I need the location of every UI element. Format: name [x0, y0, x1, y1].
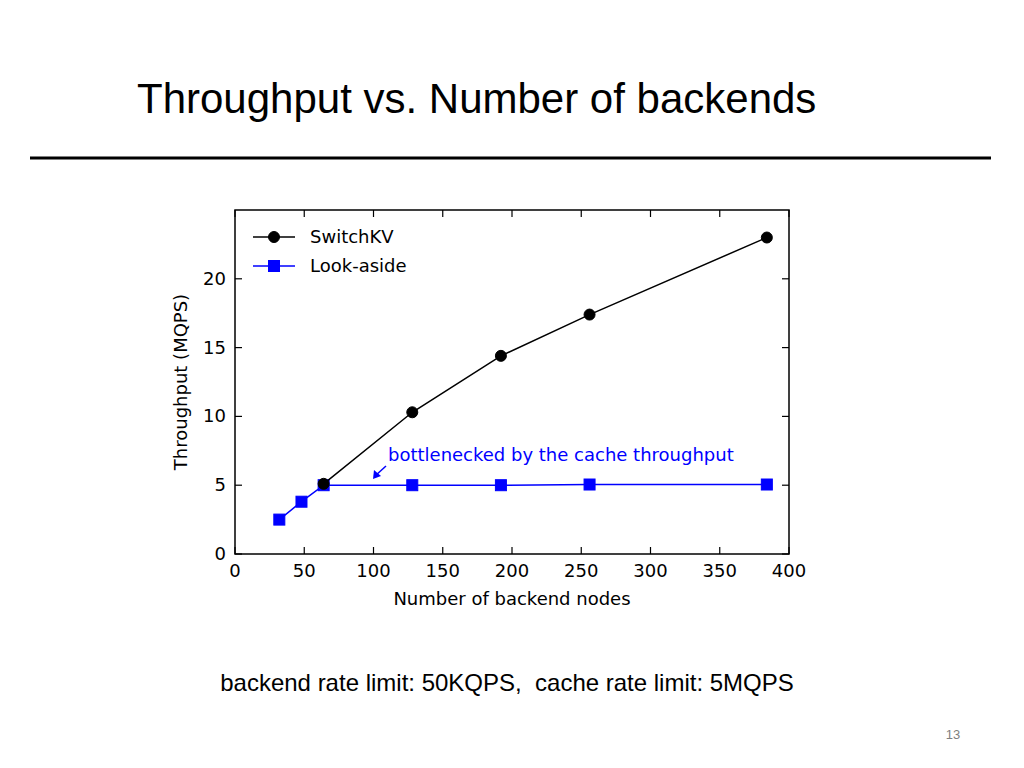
- y-tick-label: 5: [215, 474, 226, 495]
- x-tick-label: 50: [293, 560, 316, 581]
- x-tick: [719, 547, 720, 554]
- x-tick-label: 350: [703, 560, 737, 581]
- x-tick: [442, 547, 443, 554]
- slide: Throughput vs. Number of backends0501001…: [0, 0, 1024, 768]
- x-tick-label: 0: [229, 560, 240, 581]
- data-point: [318, 478, 329, 489]
- x-tick-top: [442, 210, 443, 217]
- y-tick-right: [782, 416, 789, 417]
- x-tick-top: [511, 210, 512, 217]
- y-tick-label: 15: [203, 337, 226, 358]
- x-tick-top: [650, 210, 651, 217]
- x-tick-label: 200: [495, 560, 529, 581]
- x-tick: [511, 547, 512, 554]
- x-tick-label: 400: [772, 560, 806, 581]
- data-point: [407, 480, 418, 491]
- x-tick-top: [719, 210, 720, 217]
- y-tick: [235, 485, 242, 486]
- legend-marker: [269, 261, 280, 272]
- y-tick: [235, 347, 242, 348]
- background: [0, 0, 1024, 768]
- x-tick-label: 150: [426, 560, 460, 581]
- x-tick-top: [581, 210, 582, 217]
- data-point: [761, 479, 772, 490]
- data-point: [274, 514, 285, 525]
- title-rule: [30, 157, 991, 160]
- caption: backend rate limit: 50KQPS, cache rate l…: [220, 669, 794, 696]
- x-tick: [304, 547, 305, 554]
- series-line: [279, 485, 767, 520]
- x-tick-top: [373, 210, 374, 217]
- data-point: [761, 232, 772, 243]
- y-tick: [235, 278, 242, 279]
- legend-label: Look-aside: [310, 255, 407, 276]
- x-tick-top: [304, 210, 305, 217]
- data-point: [495, 350, 506, 361]
- x-tick: [373, 547, 374, 554]
- page-number: 13: [946, 727, 960, 742]
- y-axis-label: Throughput (MQPS): [170, 294, 191, 471]
- data-point: [584, 309, 595, 320]
- x-tick-label: 100: [356, 560, 390, 581]
- data-point: [296, 496, 307, 507]
- annotation: bottlenecked by the cache throughput: [388, 444, 734, 465]
- title: Throughput vs. Number of backends: [137, 75, 816, 122]
- data-point: [407, 407, 418, 418]
- y-tick-right: [782, 347, 789, 348]
- data-point: [495, 480, 506, 491]
- x-tick-label: 250: [564, 560, 598, 581]
- x-axis-label: Number of backend nodes: [393, 588, 630, 609]
- x-tick: [581, 547, 582, 554]
- legend-marker: [269, 232, 280, 243]
- x-tick-label: 300: [633, 560, 667, 581]
- x-tick: [650, 547, 651, 554]
- legend-label: SwitchKV: [310, 226, 394, 247]
- y-tick-label: 20: [203, 268, 226, 289]
- plot-data: [274, 232, 773, 525]
- plot-frame: [235, 210, 789, 554]
- y-tick-right: [782, 278, 789, 279]
- annotation-arrowhead: [373, 470, 381, 479]
- y-tick: [235, 416, 242, 417]
- y-tick-right: [782, 485, 789, 486]
- y-tick-label: 10: [203, 405, 226, 426]
- y-tick-label: 0: [215, 543, 226, 564]
- data-point: [584, 479, 595, 490]
